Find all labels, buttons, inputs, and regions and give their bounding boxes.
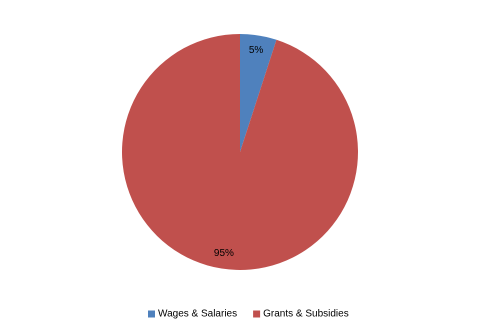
legend-label: Wages & Salaries bbox=[158, 309, 237, 320]
legend-label: Grants & Subsidies bbox=[263, 309, 349, 320]
pie-slice bbox=[122, 34, 358, 270]
data-label: 5% bbox=[249, 45, 264, 56]
data-label: 95% bbox=[214, 248, 234, 259]
legend-swatch bbox=[148, 310, 155, 318]
pie-slice bbox=[240, 34, 277, 152]
legend-swatch bbox=[253, 310, 261, 318]
